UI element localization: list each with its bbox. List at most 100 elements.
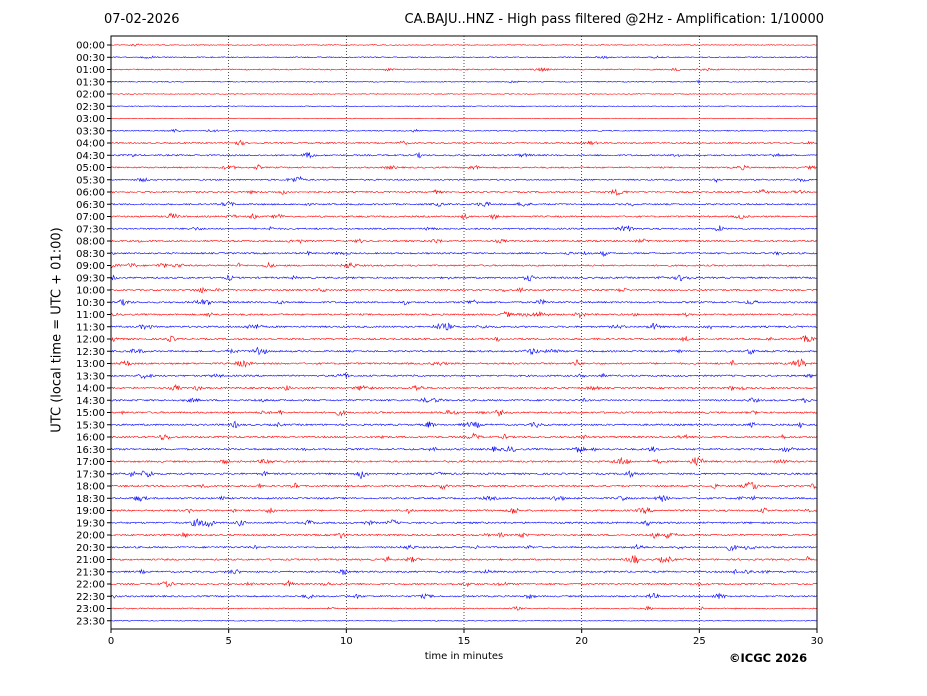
y-tick-label: 20:00 [76,531,105,542]
trace-red-0800 [110,238,817,244]
y-tick-label: 06:30 [76,200,105,211]
trace-blue-0830 [110,250,817,258]
trace-blue-1430 [110,397,817,404]
trace-blue-1830 [110,494,817,502]
x-tick-label: 15 [458,636,471,647]
trace-red-1200 [110,335,817,343]
y-tick-label: 23:30 [76,616,105,627]
y-tick-label: 02:30 [76,102,105,113]
trace-blue-2230 [110,592,817,600]
y-tick-label: 10:00 [76,286,105,297]
y-tick-label: 09:00 [76,261,105,272]
y-tick-label: 15:00 [76,408,105,419]
trace-blue-0030 [110,55,817,59]
trace-blue-0230 [110,105,817,107]
trace-red-1900 [110,506,817,515]
y-tick-label: 16:00 [76,433,105,444]
trace-blue-2130 [110,568,817,575]
trace-red-1400 [110,383,817,392]
trace-blue-1230 [110,346,817,356]
y-tick-label: 09:30 [76,273,105,284]
trace-red-0600 [110,188,817,196]
trace-blue-1730 [110,470,817,479]
trace-red-0700 [110,212,817,220]
trace-red-0200 [110,93,817,95]
trace-blue-1030 [110,298,817,306]
y-tick-label: 12:00 [76,335,105,346]
trace-blue-0930 [110,274,817,282]
y-tick-label: 21:30 [76,567,105,578]
grid-lines [228,36,700,629]
y-tick-label: 13:00 [76,359,105,370]
trace-red-0100 [110,67,817,73]
x-tick-label: 5 [225,636,231,647]
trace-red-1000 [110,286,817,294]
y-tick-label: 13:30 [76,371,105,382]
x-axis-label: time in minutes [424,651,504,662]
y-tick-label: 10:30 [76,298,105,309]
trace-blue-2330 [110,619,817,622]
y-tick-label: 07:00 [76,212,105,223]
trace-blue-0130 [110,79,817,84]
trace-blue-1930 [110,518,817,528]
y-tick-label: 04:00 [76,139,105,150]
trace-red-2200 [110,579,817,588]
x-tick-label: 30 [811,636,824,647]
trace-red-2300 [110,605,817,611]
trace-red-1100 [110,311,817,319]
x-tick-label: 0 [108,636,114,647]
y-tick-label: 19:00 [76,506,105,517]
y-tick-label: 02:00 [76,90,105,101]
trace-red-0300 [110,117,817,120]
trace-red-0000 [110,43,817,47]
y-tick-label: 03:30 [76,126,105,137]
plot-area-frame [110,35,818,630]
trace-blue-0630 [110,201,817,207]
y-tick-label: 14:00 [76,384,105,395]
y-tick-label: 05:30 [76,175,105,186]
trace-red-1600 [110,432,817,441]
y-tick-label: 16:30 [76,445,105,456]
y-tick-label: 01:30 [76,77,105,88]
trace-blue-0530 [110,175,817,184]
y-tick-label: 07:30 [76,224,105,235]
y-tick-label: 17:00 [76,457,105,468]
trace-blue-2030 [110,543,817,552]
y-tick-label: 03:00 [76,114,105,125]
y-tick-label: 01:00 [76,65,105,76]
y-tick-label: 08:30 [76,249,105,260]
y-tick-label: 22:00 [76,580,105,591]
trace-red-0900 [110,261,817,269]
y-tick-label: 05:00 [76,163,105,174]
trace-red-1500 [110,409,817,417]
y-tick-label: 18:30 [76,494,105,505]
trace-blue-0330 [110,128,817,133]
y-tick-label: 14:30 [76,396,105,407]
y-tick-label: 00:00 [76,41,105,52]
trace-red-1800 [110,481,817,490]
x-tick-label: 25 [693,636,706,647]
trace-series [110,43,817,622]
y-tick-label: 08:00 [76,237,105,248]
y-tick-label: 00:30 [76,53,105,64]
y-axis-label: UTC (local time = UTC + 01:00) [49,227,65,433]
x-axis-ticks: 0 5 10 15 20 25 30 [108,629,824,647]
y-tick-label: 22:30 [76,592,105,603]
trace-red-0400 [110,139,817,146]
y-tick-label: 21:00 [76,555,105,566]
x-tick-label: 10 [340,636,353,647]
trace-blue-1330 [110,372,817,380]
trace-blue-0430 [110,151,817,159]
trace-red-2100 [110,555,817,564]
y-tick-label: 12:30 [76,347,105,358]
y-tick-label: 20:30 [76,543,105,554]
y-tick-label: 19:30 [76,518,105,529]
copyright-notice: ©ICGC 2026 [729,651,808,665]
trace-blue-1630 [110,445,817,454]
trace-blue-1130 [110,322,817,331]
trace-red-1700 [110,456,817,466]
y-tick-label: 04:30 [76,151,105,162]
y-tick-label: 17:30 [76,469,105,480]
y-tick-label: 11:30 [76,322,105,333]
